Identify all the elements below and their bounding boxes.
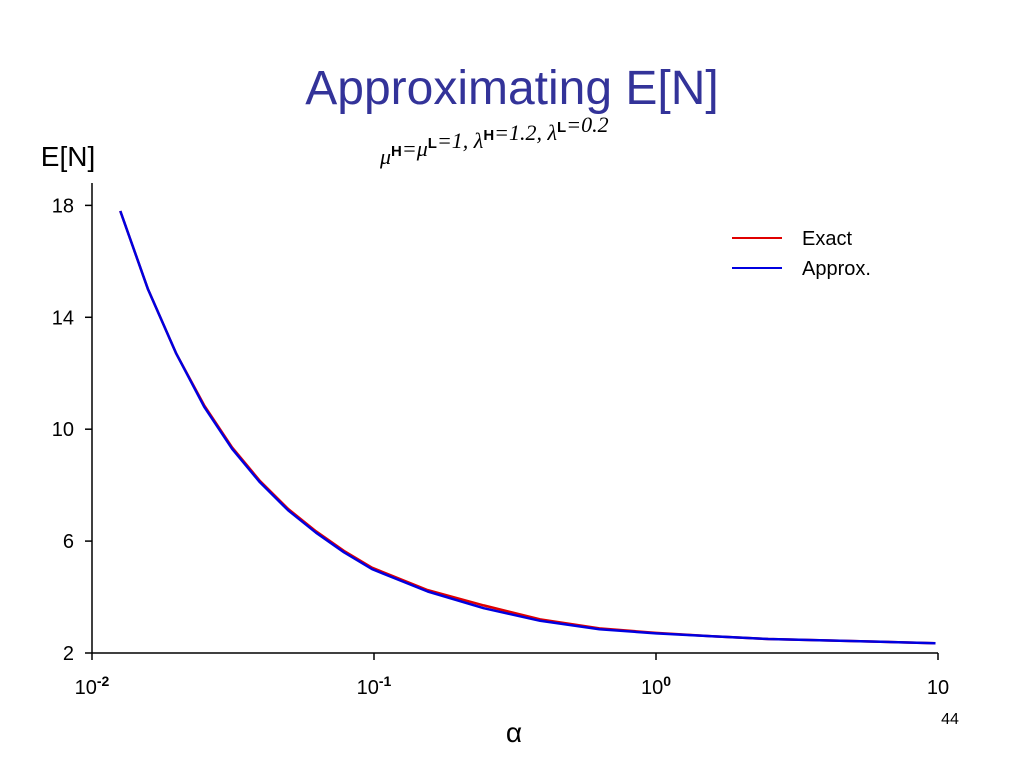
y-axis-label: E[N] <box>41 141 95 172</box>
legend-label: Approx. <box>802 258 871 280</box>
y-tick-label: 6 <box>63 531 74 553</box>
subtitle-text: μ <box>379 144 391 169</box>
subtitle-superscript: L <box>557 119 566 136</box>
x-tick-exponent: -1 <box>379 673 392 689</box>
page-number: 44 <box>941 711 959 728</box>
x-tick-label: 10-2 <box>75 673 110 699</box>
y-tick-label: 18 <box>52 195 74 217</box>
x-tick-base: 10 <box>927 677 949 699</box>
x-axis-label: α <box>506 717 522 748</box>
x-tick-base: 10 <box>357 677 379 699</box>
x-tick-label: 100 <box>641 673 671 699</box>
subtitle-text: =1.2, λ <box>494 120 557 145</box>
x-tick-base: 10 <box>75 677 97 699</box>
subtitle-superscript: H <box>391 143 402 160</box>
slide-title: Approximating E[N] <box>305 62 719 115</box>
y-tick-label: 10 <box>52 419 74 441</box>
subtitle-text: =μ <box>402 136 428 161</box>
x-tick-base: 10 <box>641 677 663 699</box>
subtitle-text: =0.2 <box>566 112 608 137</box>
y-tick-label: 2 <box>63 643 74 665</box>
legend-label: Exact <box>802 228 852 250</box>
chart-subtitle: μH=μL=1, λH=1.2, λL=0.2 <box>379 112 609 169</box>
subtitle-superscript: H <box>483 127 494 144</box>
x-tick-exponent: 0 <box>663 673 671 689</box>
x-tick-label: 10 <box>927 677 949 699</box>
subtitle-superscript: L <box>428 135 437 152</box>
x-tick-label: 10-1 <box>357 673 392 699</box>
y-tick-label: 14 <box>52 307 74 329</box>
x-tick-exponent: -2 <box>97 673 110 689</box>
series-line <box>119 210 936 645</box>
subtitle-text: =1, λ <box>437 128 483 153</box>
